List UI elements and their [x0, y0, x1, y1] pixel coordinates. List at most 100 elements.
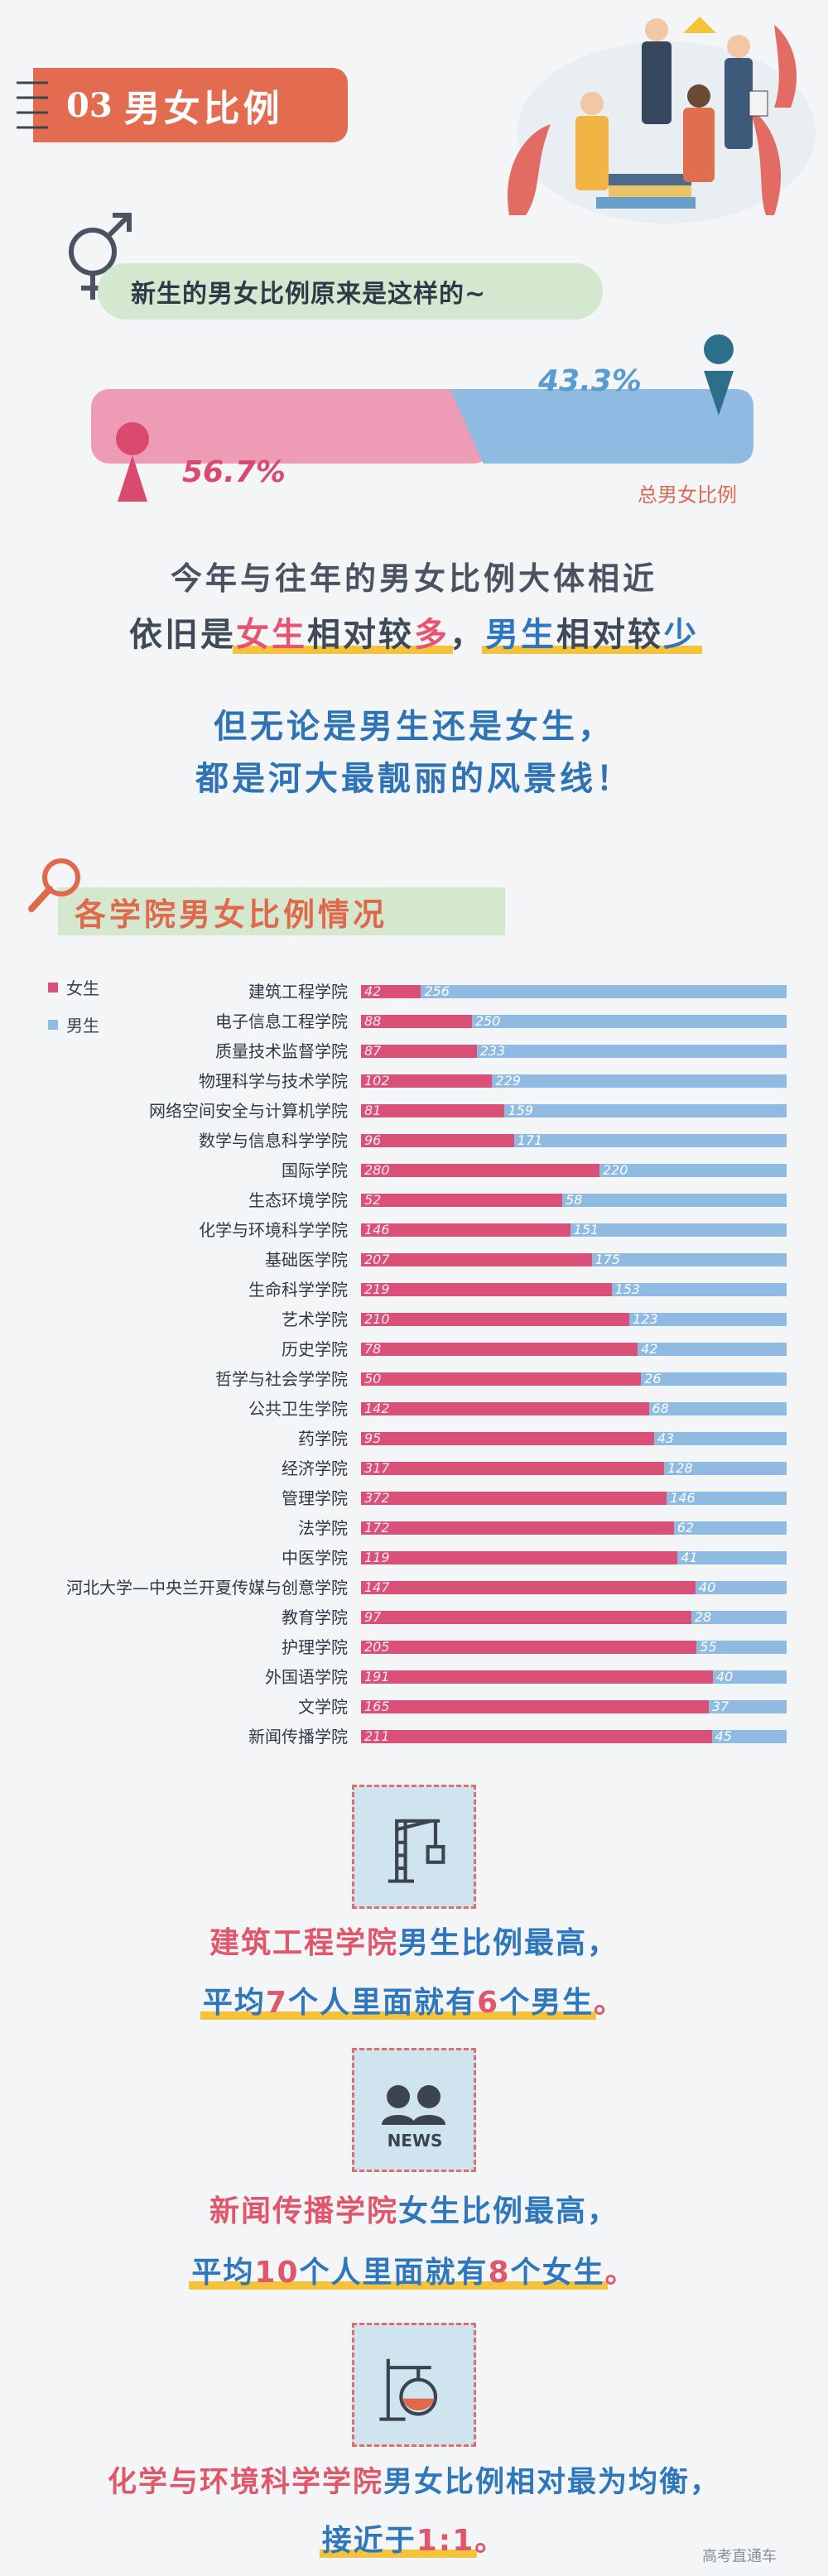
chemistry-icon-box: [352, 2323, 476, 2447]
female-value-label: 372: [364, 1490, 390, 1506]
female-percentage: 56.7%: [182, 455, 286, 489]
subtitle-text: 新生的男女比例原来是这样的~: [131, 280, 487, 309]
summary-line-3: 但无论是男生还是女生，: [214, 708, 614, 746]
female-bar: 88: [361, 1013, 472, 1029]
male-highlight: 男生相对较少: [482, 608, 702, 656]
male-value-label: 41: [681, 1550, 698, 1565]
college-label: 网络空间安全与计算机学院: [149, 1101, 348, 1121]
male-value-label: 43: [657, 1430, 675, 1446]
female-bar: 78: [361, 1341, 638, 1357]
college-bar-row: 78 42: [361, 1341, 787, 1357]
female-value-label: 88: [364, 1013, 382, 1029]
college-label: 护理学院: [282, 1637, 348, 1657]
college-bar-row: 95 43: [361, 1430, 787, 1446]
female-bar: 372: [361, 1490, 667, 1506]
college-label: 艺术学院: [282, 1310, 348, 1329]
college-label: 生态环境学院: [248, 1190, 348, 1210]
female-bar: 147: [361, 1579, 696, 1595]
male-bar: 250: [471, 1013, 787, 1029]
male-value-label: 37: [711, 1699, 729, 1714]
college-label: 经济学院: [282, 1459, 348, 1478]
male-bar: 233: [476, 1043, 787, 1059]
male-bar: 171: [513, 1132, 787, 1148]
female-bar: 95: [361, 1430, 654, 1446]
college-bar-row: 52 58: [361, 1192, 787, 1208]
male-value-label: 151: [573, 1222, 599, 1238]
female-bar: 165: [361, 1699, 709, 1714]
male-bar: 37: [708, 1699, 787, 1714]
legend-item-female: 女生: [48, 975, 99, 999]
female-value-label: 81: [364, 1103, 382, 1118]
callout-2-line-2: 平均10个人里面就有8个女生。: [0, 2248, 828, 2291]
female-bar: 207: [361, 1252, 592, 1267]
male-value-label: 256: [424, 983, 450, 999]
male-bar: 42: [638, 1341, 787, 1357]
male-bar: 68: [648, 1401, 787, 1416]
college-label: 质量技术监督学院: [215, 1041, 348, 1061]
college-bar-row: 219 153: [361, 1281, 787, 1297]
male-value-label: 58: [565, 1192, 583, 1208]
male-bar: 256: [421, 983, 787, 999]
female-value-label: 96: [364, 1132, 382, 1148]
college-label: 公共卫生学院: [248, 1399, 348, 1419]
college-label: 物理科学与技术学院: [199, 1071, 348, 1091]
male-bar: 151: [570, 1222, 787, 1238]
male-bar: 40: [712, 1669, 787, 1684]
college-bar-row: 119 41: [361, 1550, 787, 1565]
callout-3-line-2: 接近于1:1。: [0, 2516, 828, 2559]
female-value-label: 50: [364, 1371, 382, 1387]
male-bar: 43: [653, 1430, 787, 1446]
college-bar-row: 42 256: [361, 983, 787, 999]
college-label: 国际学院: [282, 1161, 348, 1180]
female-bar: 191: [361, 1669, 713, 1684]
chart-legend: 女生 男生: [48, 975, 99, 1050]
college-bar-row: 207 175: [361, 1252, 787, 1267]
female-value-label: 102: [364, 1073, 390, 1089]
female-bar: 97: [361, 1609, 691, 1625]
female-value-label: 280: [364, 1162, 390, 1178]
female-value-label: 317: [364, 1460, 390, 1476]
notebook-rings-icon: [17, 81, 48, 129]
female-value-label: 207: [364, 1252, 390, 1267]
female-value-label: 191: [364, 1669, 390, 1684]
college-label: 基础医学院: [265, 1250, 348, 1270]
male-percentage: 43.3%: [538, 364, 642, 398]
male-value-label: 171: [517, 1132, 543, 1148]
legend-item-male: 男生: [48, 1012, 99, 1036]
male-value-label: 123: [633, 1311, 658, 1327]
male-value-label: 40: [715, 1669, 734, 1684]
male-value-label: 26: [644, 1371, 662, 1387]
female-value-label: 119: [364, 1550, 390, 1565]
section2-title: 各学院男女比例情况: [75, 896, 388, 933]
male-pin-icon: [704, 334, 734, 416]
male-bar: 220: [599, 1162, 787, 1178]
male-bar: 159: [504, 1103, 787, 1118]
female-bar: 205: [361, 1639, 697, 1655]
female-bar: 210: [361, 1311, 630, 1327]
gender-ratio-bar: [91, 389, 753, 464]
female-bar: 317: [361, 1460, 665, 1476]
male-bar: 40: [696, 1579, 787, 1595]
male-bar: 153: [611, 1281, 787, 1297]
watermark: 高考直通车: [702, 2548, 777, 2565]
male-bar: 55: [696, 1639, 787, 1655]
female-bar: 211: [361, 1728, 712, 1744]
news-icon-box: NEWS: [352, 2048, 476, 2172]
college-label: 河北大学—中央兰开夏传媒与创意学院: [66, 1578, 348, 1598]
male-bar: 26: [641, 1371, 787, 1387]
college-gender-chart: 建筑工程学院 42 256 电子信息工程学院 88 250 质量技术监督学院 87 233 物理科…: [0, 968, 828, 1747]
construction-icon-box: [352, 1785, 476, 1909]
female-value-label: 142: [364, 1401, 390, 1416]
college-bar-row: 96 171: [361, 1132, 787, 1148]
section-title-banner: 03 男女比例: [33, 68, 348, 142]
female-bar: 172: [361, 1520, 674, 1536]
male-value-label: 42: [641, 1341, 658, 1357]
female-bar: 146: [361, 1222, 570, 1238]
female-value-label: 42: [364, 983, 382, 999]
college-label: 电子信息工程学院: [215, 1012, 348, 1031]
college-label: 外国语学院: [265, 1667, 348, 1687]
female-value-label: 211: [364, 1728, 390, 1744]
male-value-label: 220: [602, 1162, 628, 1178]
gender-symbol-icon: [69, 213, 132, 300]
flask-icon: [379, 2358, 438, 2421]
